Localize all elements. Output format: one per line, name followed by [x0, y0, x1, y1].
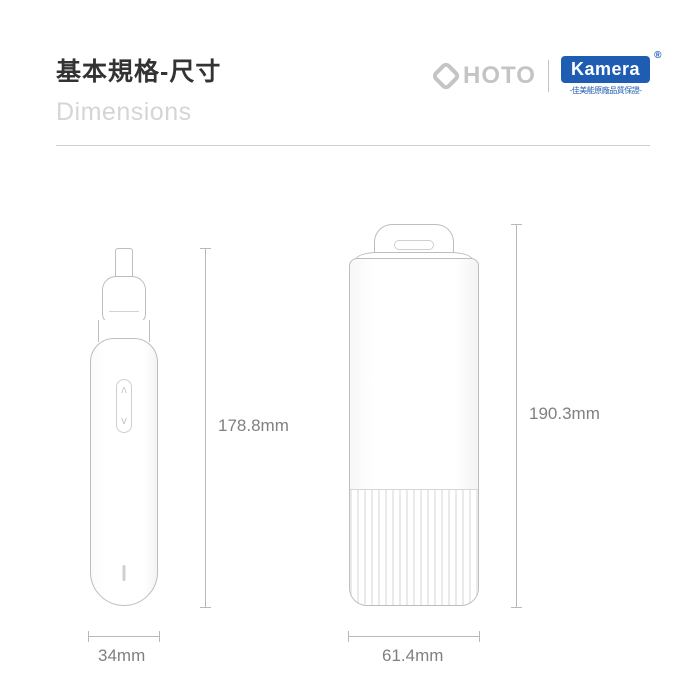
kamera-badge: Kamera	[561, 56, 650, 83]
case-body	[349, 258, 479, 606]
header: 基本規格-尺寸 Dimensions HOTO Kamera -佳美能原廠品質保…	[0, 0, 700, 127]
hoto-logo: HOTO	[435, 62, 536, 90]
screwdriver-width-bracket	[88, 636, 160, 637]
screwdriver-height-label: 178.8mm	[218, 416, 289, 436]
direction-switch-icon: ᐱᐯ	[116, 379, 132, 433]
case-ribbing	[350, 489, 478, 605]
title-block: 基本規格-尺寸 Dimensions	[56, 52, 221, 127]
case-slot-icon	[394, 240, 434, 250]
screwdriver-width-label: 34mm	[98, 646, 145, 666]
screwdriver-outline: ᐱᐯ	[88, 248, 160, 608]
logo-separator	[548, 60, 549, 92]
screwdriver-height-bracket	[205, 248, 206, 608]
kamera-subtext: -佳美能原廠品質保證-	[570, 85, 642, 96]
header-divider	[56, 145, 650, 146]
case-outline	[348, 224, 480, 608]
charge-port-icon	[123, 565, 126, 581]
title-chinese: 基本規格-尺寸	[56, 52, 221, 88]
case-height-bracket	[516, 224, 517, 608]
hoto-text: HOTO	[463, 62, 536, 90]
case-height-label: 190.3mm	[529, 404, 600, 424]
screwdriver-body: ᐱᐯ	[90, 338, 158, 606]
hoto-mark-icon	[430, 60, 461, 91]
kamera-logo: Kamera -佳美能原廠品質保證-	[561, 56, 650, 96]
case-width-bracket	[348, 636, 480, 637]
screwdriver-bit	[115, 248, 133, 278]
screwdriver-collar	[102, 276, 146, 324]
title-english: Dimensions	[56, 98, 221, 127]
diagram-stage: ᐱᐯ 178.8mm 34mm 190.3mm 61.4mm	[56, 186, 650, 686]
case-width-label: 61.4mm	[382, 646, 443, 666]
logo-group: HOTO Kamera -佳美能原廠品質保證-	[435, 56, 650, 96]
